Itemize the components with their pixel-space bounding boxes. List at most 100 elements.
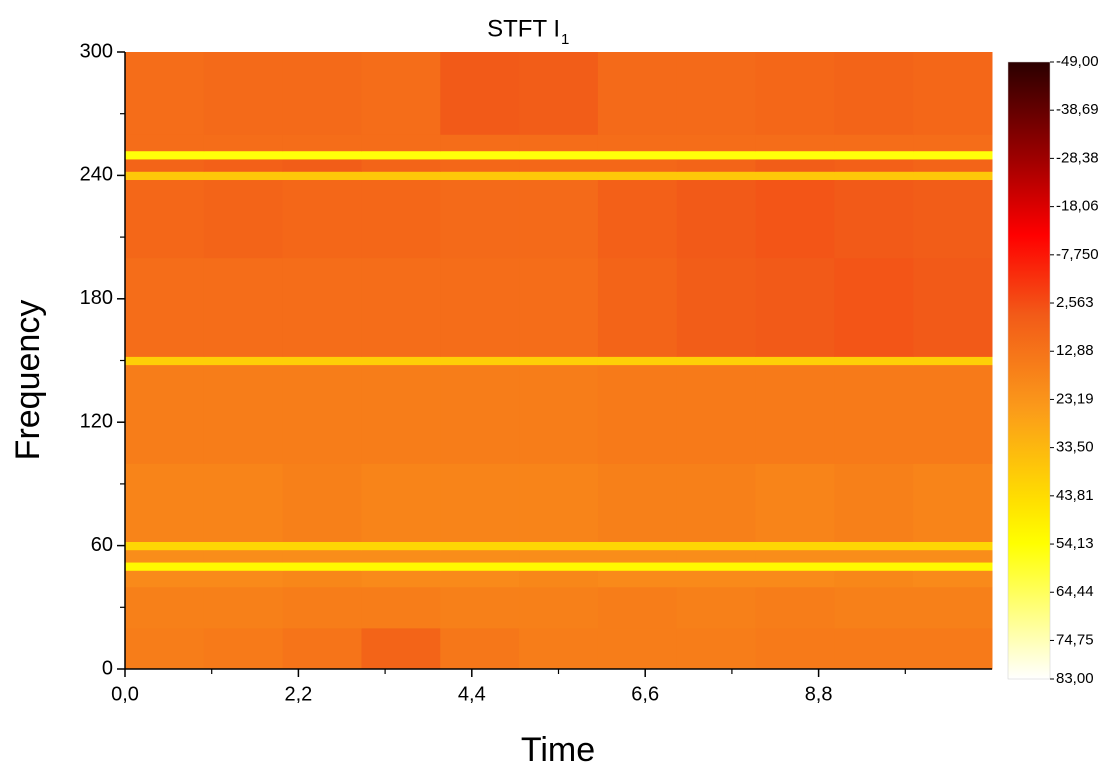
heatmap-cell	[755, 150, 835, 160]
heatmap-cell	[125, 257, 205, 357]
heatmap-cell	[913, 134, 993, 152]
heatmap-cell	[755, 52, 835, 135]
heatmap-cell	[913, 586, 993, 629]
heatmap-cell	[203, 158, 284, 172]
heatmap-cell	[597, 541, 678, 551]
heatmap-cell	[519, 463, 599, 542]
heatmap-cell	[361, 158, 441, 172]
colorbar	[1007, 61, 1051, 680]
colorbar-tick-label: 2,563	[1056, 294, 1094, 311]
heatmap-cell	[755, 179, 835, 259]
heatmap-cell	[519, 627, 599, 670]
heatmap-cell	[834, 586, 914, 629]
heatmap-cell	[597, 463, 678, 542]
heatmap-cell	[834, 134, 914, 152]
heatmap-cell	[519, 549, 599, 563]
colorbar-tick-label: 12,88	[1056, 342, 1094, 359]
heatmap-cell	[282, 364, 362, 464]
heatmap-cell	[755, 541, 835, 551]
heatmap-cell	[519, 158, 599, 172]
heatmap-cell	[440, 171, 520, 181]
heatmap-cell	[676, 134, 757, 152]
heatmap-cell	[834, 549, 914, 563]
heatmap-cell	[125, 134, 205, 152]
heatmap-cell	[755, 562, 835, 571]
heatmap-cell	[282, 257, 362, 357]
heatmap-cell	[203, 627, 284, 670]
heatmap-cell	[203, 52, 284, 135]
heatmap-cell	[834, 356, 914, 366]
heatmap-cell	[597, 356, 678, 366]
heatmap-cell	[597, 549, 678, 563]
heatmap-cell	[361, 171, 441, 181]
heatmap-cell	[519, 134, 599, 152]
heatmap-cell	[203, 463, 284, 542]
heatmap-cell	[676, 52, 757, 135]
heatmap-cell	[203, 356, 284, 366]
chart-title: STFT I	[487, 15, 560, 42]
heatmap-cell	[755, 463, 835, 542]
heatmap-cell	[913, 562, 993, 571]
heatmap-cell	[361, 150, 441, 160]
heatmap-cell	[676, 463, 757, 542]
heatmap-cell	[755, 134, 835, 152]
title-subscript: 1	[561, 31, 569, 48]
heatmap-cell	[913, 627, 993, 670]
heatmap-cell	[913, 364, 993, 464]
heatmap-cell	[440, 179, 520, 259]
x-tick-label: 0,0	[111, 683, 139, 705]
colorbar-tick-label: 54,13	[1056, 535, 1094, 552]
heatmap-cell	[519, 356, 599, 366]
heatmap-cell	[834, 541, 914, 551]
heatmap-cell	[440, 463, 520, 542]
heatmap-cell	[519, 179, 599, 259]
heatmap-cell	[282, 541, 362, 551]
y-tick-label: 120	[80, 410, 113, 432]
heatmap-cell	[597, 158, 678, 172]
heatmap-cell	[203, 179, 284, 259]
heatmap-cell	[125, 586, 205, 629]
heatmap-cell	[440, 257, 520, 357]
heatmap-cell	[440, 134, 520, 152]
heatmap-cell	[913, 570, 993, 588]
heatmap-cell	[913, 52, 993, 135]
heatmap-cell	[282, 570, 362, 588]
heatmap-cell	[676, 158, 757, 172]
heatmap-cell	[597, 257, 678, 357]
heatmap-cell	[755, 356, 835, 366]
colorbar-tick-label: 64,44	[1056, 583, 1094, 600]
heatmap-cell	[519, 586, 599, 629]
y-tick-label: 240	[80, 164, 113, 186]
heatmap-cell	[361, 356, 441, 366]
heatmap-cell	[440, 541, 520, 551]
x-tick-label: 8,8	[805, 683, 833, 705]
heatmap-cell	[361, 627, 441, 670]
colorbar-tick-label: 83,00	[1056, 670, 1094, 687]
heatmap-cell	[913, 257, 993, 357]
y-tick-label: 0	[102, 657, 113, 679]
heatmap-cell	[361, 586, 441, 629]
colorbar-tick-label: 43,81	[1056, 487, 1094, 504]
heatmap-cell	[125, 356, 205, 366]
heatmap-cell	[125, 541, 205, 551]
heatmap-cell	[834, 150, 914, 160]
y-tick-label: 180	[80, 287, 113, 309]
heatmap-cell	[361, 257, 441, 357]
heatmap-cell	[361, 463, 441, 542]
x-tick-label: 2,2	[284, 683, 312, 705]
heatmap-cell	[440, 52, 520, 135]
heatmap-cell	[755, 586, 835, 629]
heatmap-cell	[282, 356, 362, 366]
heatmap-cell	[519, 364, 599, 464]
heatmap-cell	[203, 562, 284, 571]
heatmap-cell	[361, 364, 441, 464]
heatmap-cell	[440, 150, 520, 160]
heatmap-cell	[203, 257, 284, 357]
heatmap-cell	[676, 562, 757, 571]
y-tick-label: 60	[91, 534, 113, 556]
heatmap-cell	[125, 150, 205, 160]
heatmap-cell	[597, 52, 678, 135]
heatmap-cell	[834, 562, 914, 571]
heatmap-cell	[125, 562, 205, 571]
